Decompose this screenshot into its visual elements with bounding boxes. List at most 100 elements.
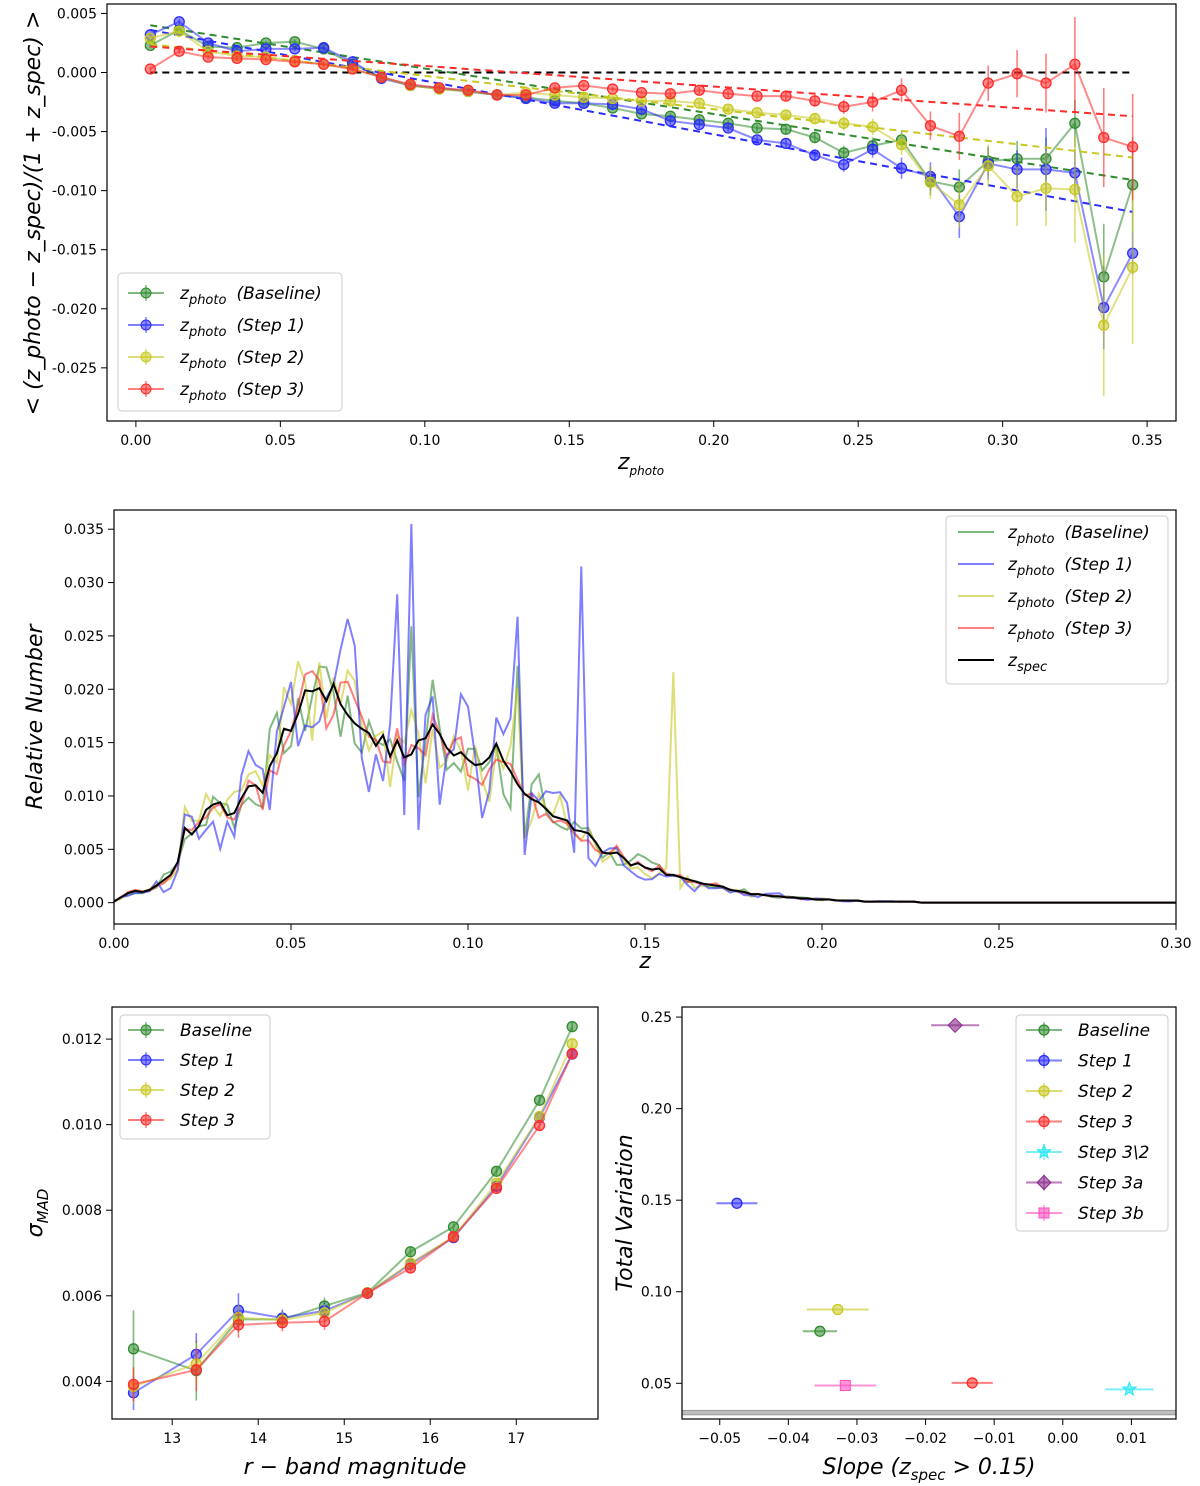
data-point-step1 <box>809 149 821 161</box>
data-point-step3 <box>491 89 503 101</box>
panel-c-legend: Baseline Step 1 Step 2 Step 3 <box>119 1014 271 1140</box>
data-point-step3 <box>260 53 272 66</box>
legend-sym: z <box>1007 619 1018 639</box>
data-point-step3 <box>635 86 648 99</box>
data-point-step2 <box>982 160 994 172</box>
panel-redshift-distribution: 0.00 0.05 0.10 0.15 0.20 0.25 0.30 0.000 0.005 0.… <box>23 509 1192 974</box>
y-tick-label: 0.020 <box>64 682 104 698</box>
data-point-step2 <box>924 176 937 189</box>
data-point-step3 <box>606 83 619 95</box>
legend-paren: (Step 1) <box>1064 555 1132 575</box>
data-point-step3 <box>751 90 763 102</box>
data-point-step2 <box>809 112 821 125</box>
legend-sub: photo <box>188 357 227 372</box>
data-point-step1 <box>866 143 879 155</box>
data-point-baseline <box>533 1094 546 1106</box>
legend-label-baseline: Baseline <box>1078 1021 1150 1041</box>
panel-d-frame <box>681 1006 1177 1420</box>
legend-box <box>945 515 1169 685</box>
data-point-step3 <box>127 1378 140 1390</box>
y-tick-label: 0.20 <box>641 1102 672 1118</box>
data-point-step3a <box>947 1017 963 1034</box>
data-point-step3 <box>375 71 388 83</box>
x-tick-label: −0.04 <box>767 1431 810 1447</box>
data-point-step3 <box>693 84 705 96</box>
panel-sigma-mad: 13 14 15 16 17 0.004 0.006 0.008 0.010 0.012 Base… <box>23 1006 599 1480</box>
x-tick-label: 0.25 <box>843 433 874 449</box>
data-point-step1 <box>722 122 734 134</box>
y-tick-label: 0.000 <box>57 66 97 82</box>
y-tick-label: -0.010 <box>52 184 97 200</box>
y-tick-label: 0.012 <box>62 1032 102 1048</box>
panel-d-xlabel: Slope (zspec > 0.15) <box>823 1455 1036 1484</box>
x-tick-label: 0.00 <box>1047 1431 1078 1447</box>
x-tick-label: 0.20 <box>698 433 729 449</box>
legend-marker-step3 <box>140 1114 152 1126</box>
panel-b-legend: zphoto (Baseline)zphoto (Step 1)zphoto (Ste… <box>945 515 1169 685</box>
data-point-step3 <box>578 79 590 92</box>
data-point-step3 <box>1069 58 1081 70</box>
x-tick-label: 0.15 <box>554 433 585 449</box>
legend-label-step2: Step 2 <box>1078 1082 1133 1102</box>
data-point-step1 <box>173 16 185 28</box>
legend-box <box>1015 1014 1169 1232</box>
data-point-baseline <box>751 122 763 134</box>
x-tick-label: −0.02 <box>904 1431 947 1447</box>
x-tick-label: 0.25 <box>983 936 1014 952</box>
x-tick-label: 0.00 <box>120 433 151 449</box>
data-point-baseline <box>814 1325 826 1337</box>
legend-box <box>117 272 343 412</box>
x-tick-label: 0.05 <box>275 936 306 952</box>
legend-label-step3: zphoto (Step 3) <box>179 380 305 404</box>
legend-label-step1: Step 1 <box>1078 1052 1133 1072</box>
data-point-step2 <box>173 25 185 37</box>
legend-marker-step3 <box>1038 1115 1050 1128</box>
legend-marker-step3a <box>1036 1174 1052 1191</box>
data-point-step3 <box>231 52 243 64</box>
data-point-step3 <box>346 63 359 75</box>
y-tick-label: -0.015 <box>52 243 97 259</box>
legend-paren: (Baseline) <box>236 284 321 304</box>
panel-a-xlabel: zphoto <box>617 450 664 478</box>
panel-c-ylabel: σMAD <box>23 1189 52 1238</box>
panel-d-legend: Baseline Step 1 Step 2 Step 3 Step 3\2 Step 3… <box>1015 1014 1169 1232</box>
legend-paren: (Baseline) <box>1064 523 1149 543</box>
data-point-step1 <box>664 115 677 127</box>
data-point-step3 <box>447 1231 460 1243</box>
y-tick-label: 0.005 <box>64 842 104 858</box>
data-point-step2 <box>566 1038 578 1050</box>
legend-marker-step1 <box>1038 1054 1050 1067</box>
data-point-baseline <box>838 147 850 159</box>
legend-marker-step1 <box>140 319 152 331</box>
y-tick-label: 0.010 <box>62 1118 102 1134</box>
y-tick-label: 0.005 <box>57 6 97 22</box>
data-point-step3 <box>1127 141 1139 153</box>
legend-paren: (Step 3) <box>1064 619 1132 639</box>
y-tick-label: 0.25 <box>641 1010 672 1026</box>
data-point-step3 <box>809 95 821 107</box>
x-tick-label: 17 <box>507 1431 525 1447</box>
x-tick-label: 0.01 <box>1116 1431 1147 1447</box>
y-tick-label: 0.05 <box>641 1376 672 1392</box>
data-point-baseline <box>566 1021 578 1033</box>
y-tick-label: 0.000 <box>64 896 104 912</box>
y-tick-label: -0.025 <box>52 361 97 377</box>
data-point-step2 <box>1098 319 1110 331</box>
legend-sym: z <box>179 316 190 336</box>
legend-marker-step1 <box>140 1054 152 1066</box>
data-point-step3 <box>664 88 677 100</box>
data-point-baseline <box>809 131 821 144</box>
data-point-step3 <box>895 84 908 96</box>
data-point-step2 <box>895 138 908 151</box>
x-tick-label: 15 <box>335 1431 353 1447</box>
legend-sub: photo <box>1016 532 1055 547</box>
panel-c-xlabel: r − band magnitude <box>244 1455 467 1480</box>
data-point-step3 <box>289 56 301 68</box>
legend-sym: z <box>1007 555 1018 575</box>
data-point-step2 <box>144 32 156 44</box>
y-tick-label: 0.015 <box>64 736 104 752</box>
legend-sub: photo <box>188 293 227 308</box>
x-tick-label: 0.35 <box>1132 433 1163 449</box>
data-point-step2 <box>722 103 734 115</box>
legend-label-step3: Step 3 <box>1078 1113 1133 1133</box>
